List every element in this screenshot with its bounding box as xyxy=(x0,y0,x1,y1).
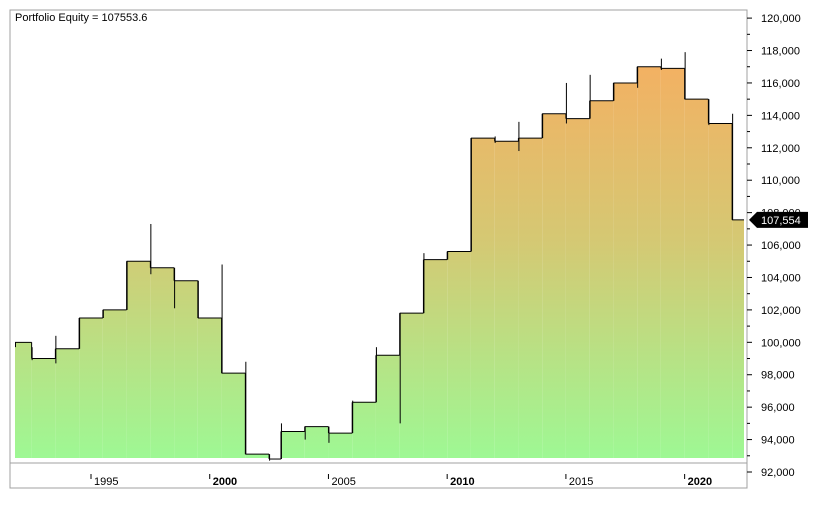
x-tick-label: 2005 xyxy=(331,476,355,488)
equity-area-segment xyxy=(79,318,103,458)
equity-area-segment xyxy=(280,431,305,458)
equity-area-segment xyxy=(375,355,400,458)
equity-area-layer xyxy=(15,66,744,459)
equity-area-segment xyxy=(197,318,222,458)
x-tick-label: 2015 xyxy=(569,476,593,488)
y-tick-label: 118,000 xyxy=(761,46,800,58)
y-tick-label: 110,000 xyxy=(761,175,800,187)
chart-title: Portfolio Equity = 107553.6 xyxy=(15,12,147,24)
equity-area-segment xyxy=(589,100,614,459)
equity-area-segment xyxy=(15,342,32,458)
y-axis: 92,000 94,000 96,000 98,000 100,000 102,000 10… xyxy=(747,13,801,479)
equity-bars-layer xyxy=(15,52,744,461)
equity-area-segment xyxy=(518,138,543,458)
equity-area-segment xyxy=(708,123,733,458)
equity-area-segment xyxy=(637,66,661,458)
y-tick-label: 112,000 xyxy=(761,143,800,155)
last-value-marker: 107,554 xyxy=(749,211,808,228)
y-tick-label: 120,000 xyxy=(761,13,801,25)
y-tick-label: 114,000 xyxy=(761,110,800,122)
equity-area-segment xyxy=(221,373,246,458)
equity-area-segment xyxy=(399,313,424,458)
equity-area-segment xyxy=(494,141,519,458)
equity-area-segment xyxy=(565,118,590,458)
equity-area-segment xyxy=(174,280,198,458)
equity-area-segment xyxy=(423,259,448,458)
equity-area-segment xyxy=(150,267,175,458)
equity-area-segment xyxy=(126,261,151,458)
equity-area-segment xyxy=(470,138,495,458)
equity-area-segment xyxy=(31,358,56,458)
equity-area-segment xyxy=(684,99,709,458)
y-tick-label: 116,000 xyxy=(761,78,800,90)
y-tick-label: 98,000 xyxy=(761,370,795,382)
y-tick-label: 102,000 xyxy=(761,305,801,317)
equity-area-segment xyxy=(55,348,80,458)
x-tick-label: 2020 xyxy=(688,476,712,488)
x-tick-label: 1995 xyxy=(94,476,118,488)
x-tick-label: 2010 xyxy=(450,476,474,488)
y-tick-label: 100,000 xyxy=(761,337,801,349)
equity-area-segment xyxy=(613,82,638,459)
equity-area-segment xyxy=(304,426,329,458)
equity-area-segment xyxy=(447,251,471,458)
y-tick-label: 104,000 xyxy=(761,272,801,284)
equity-area-segment xyxy=(660,68,685,458)
equity-area-segment xyxy=(732,219,744,458)
equity-area-segment xyxy=(245,454,270,458)
last-value-badge xyxy=(749,211,808,228)
y-tick-label: 94,000 xyxy=(761,435,795,447)
equity-area-segment xyxy=(352,402,376,458)
equity-area-segment xyxy=(102,309,127,458)
y-tick-label: 96,000 xyxy=(761,402,795,414)
last-value-label: 107,554 xyxy=(761,215,801,227)
x-axis: 1995 2000 2005 2010 2015 2020 xyxy=(90,474,712,488)
equity-area-segment xyxy=(328,433,353,458)
y-tick-label: 106,000 xyxy=(761,240,801,252)
x-tick-label: 2000 xyxy=(213,476,237,488)
equity-area-segment xyxy=(542,113,566,458)
y-tick-label: 92,000 xyxy=(761,467,795,479)
